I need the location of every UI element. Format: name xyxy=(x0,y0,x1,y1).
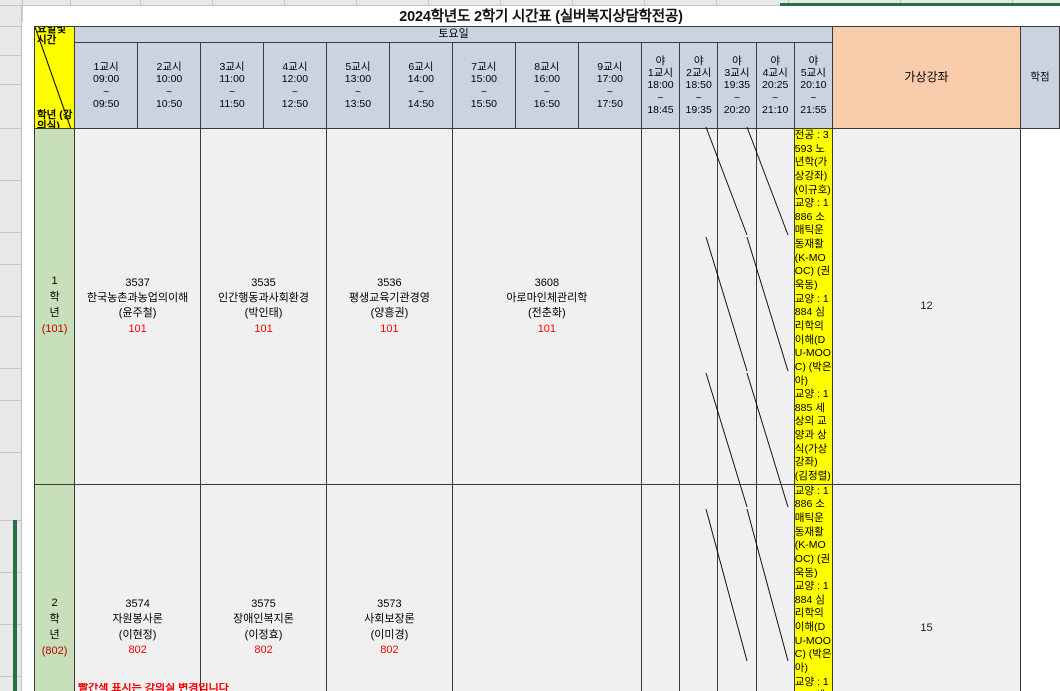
corner-bottom-label: 학년 (강의실) xyxy=(37,108,73,129)
period-header-1: 1교시 09:00 ~ 09:50 xyxy=(74,42,139,129)
course-cell[interactable]: 3575 장애인복지론 (이정효) 802 xyxy=(200,483,327,691)
period-header-2: 2교시 10:00 ~ 10:50 xyxy=(137,42,202,129)
empty-slot[interactable] xyxy=(755,128,795,485)
column-selection-indicator xyxy=(780,3,1060,6)
credit-cell[interactable]: 15 xyxy=(832,483,1021,691)
empty-slot[interactable] xyxy=(679,128,719,485)
header-row-periods: 1교시 09:00 ~ 09:50 2교시 10:00 ~ 10:50 3교시 … xyxy=(35,42,1060,129)
corner-top-label: 요일및시간 xyxy=(37,26,66,47)
virtual-course-cell[interactable]: 전공 : 3593 노년학(가상강좌) (이규호) 교양 : 1886 소매틱운… xyxy=(793,128,834,485)
empty-slot[interactable] xyxy=(717,128,757,485)
empty-slot[interactable] xyxy=(755,483,795,691)
period-header-4: 4교시 12:00 ~ 12:50 xyxy=(262,42,327,129)
timetable: 요일및시간 학년 (강의실) 토요일 가상강좌 학점 1교시 09:00 ~ 0… xyxy=(33,26,1060,691)
course-cell[interactable]: 3573 사회보장론 (이미경) 802 xyxy=(325,483,453,691)
title-row-band xyxy=(22,6,1060,22)
virtual-course-line: 교양 : 1884 심리학의 이해(DU-MOOC) (박은아) xyxy=(794,292,832,387)
corner-cell: 요일및시간 학년 (강의실) xyxy=(33,26,76,129)
credit-header: 학점 xyxy=(1019,26,1060,129)
course-cell[interactable]: 3608 아로마인체관리학 (전춘화) 101 xyxy=(451,128,642,485)
course-cell[interactable]: 3535 인간행동과사회환경 (박인태) 101 xyxy=(200,128,327,485)
empty-slot[interactable] xyxy=(640,128,681,485)
period-header-6: 6교시 14:00 ~ 14:50 xyxy=(388,42,453,129)
row-selection-indicator xyxy=(13,520,17,691)
empty-slot[interactable] xyxy=(717,483,757,691)
period-header-3: 3교시 11:00 ~ 11:50 xyxy=(200,42,264,129)
virtual-course-line: 교양 : 1884 심리학의 이해(DU-MOOC) (박은아) xyxy=(794,580,832,674)
virtual-course-header: 가상강좌 xyxy=(832,26,1021,129)
empty-slot[interactable] xyxy=(451,483,642,691)
course-cell[interactable]: 3537 한국농촌과농업의이해 (윤주철) 101 xyxy=(74,128,202,485)
year-label-2: 2 학 년 (802) xyxy=(33,483,76,691)
footnote: 빨간색 표시는 강의실 변경입니다 xyxy=(78,683,229,691)
table-row: 2 학 년 (802) 3574 자원봉사론 (이현정) 802 3575 장애… xyxy=(33,483,1060,691)
empty-slot[interactable] xyxy=(679,483,719,691)
course-cell[interactable]: 3536 평생교육기관경영 (양흥권) 101 xyxy=(325,128,453,485)
virtual-course-line: 교양 : 1886 소매틱운동재활(K-MOOC) (권욱동) xyxy=(794,484,831,579)
virtual-course-line: 교양 : 1885 세상의 교양과 상식(가상강좌) (김정렬) xyxy=(794,388,831,483)
period-header-8: 8교시 16:00 ~ 16:50 xyxy=(514,42,579,129)
period-header-9: 9교시 17:00 ~ 17:50 xyxy=(577,42,642,129)
day-header: 토요일 xyxy=(74,26,834,43)
page-title: 2024학년도 2학기 시간표 (실버복지상담학전공) xyxy=(399,9,683,25)
period-header-7: 7교시 15:00 ~ 15:50 xyxy=(451,42,516,129)
virtual-course-line: 교양 : 1886 소매틱운동재활(K-MOOC) (권욱동) xyxy=(794,197,831,292)
virtual-course-cell[interactable]: 교양 : 1886 소매틱운동재활(K-MOOC) (권욱동) 교양 : 188… xyxy=(793,483,834,691)
virtual-course-line: 교양 : 1885 세상의 교양과 상식(가상강좌) (김정렬) xyxy=(794,675,829,691)
header-row-top: 요일및시간 학년 (강의실) 토요일 가상강좌 학점 xyxy=(33,26,1060,129)
virtual-course-line: 전공 : 3593 노년학(가상강좌) (이규호) xyxy=(794,129,831,196)
table-row: 1 학 년 (101) 3537 한국농촌과농업의이해 (윤주철) 101 35… xyxy=(33,128,1060,485)
corner-diagonal-icon xyxy=(35,27,71,128)
credit-cell[interactable]: 12 xyxy=(832,128,1021,485)
period-header-5: 5교시 13:00 ~ 13:50 xyxy=(325,42,390,129)
night-period-header-1: 야 1교시 18:00 ~ 18:45 xyxy=(640,42,681,129)
night-period-header-4: 야 4교시 20:25 ~ 21:10 xyxy=(755,42,795,129)
column-header-strip[interactable] xyxy=(0,0,1060,6)
row-header-gutter[interactable] xyxy=(0,0,22,691)
night-period-header-3: 야 3교시 19:35 ~ 20:20 xyxy=(717,42,757,129)
empty-slot[interactable] xyxy=(640,483,681,691)
night-period-header-2: 야 2교시 18:50 ~ 19:35 xyxy=(679,42,719,129)
year-label-1: 1 학 년 (101) xyxy=(33,128,76,485)
course-cell[interactable]: 3574 자원봉사론 (이현정) 802 xyxy=(74,483,202,691)
night-period-header-5: 야 5교시 20:10 ~ 21:55 xyxy=(793,42,834,129)
